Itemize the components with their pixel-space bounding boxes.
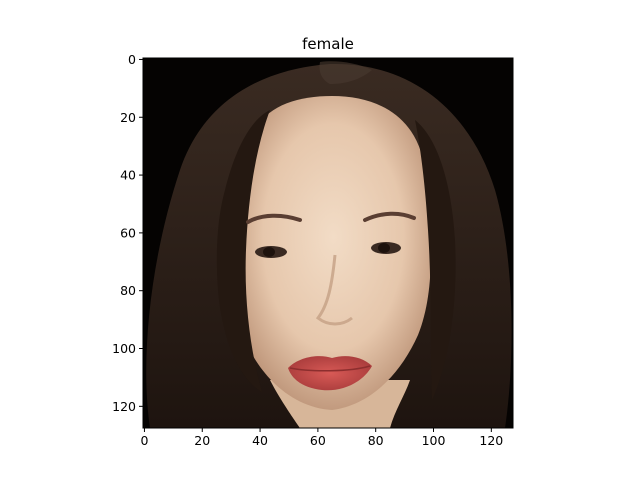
y-tick-label: 0 (128, 52, 136, 67)
lips (288, 356, 372, 391)
nose-shading (315, 254, 353, 326)
lip-line (289, 365, 371, 372)
y-axis: 0 20 40 60 80 100 120 (112, 52, 143, 414)
left-eyebrow (246, 213, 302, 224)
plot-frame (142, 57, 514, 429)
face-shape (235, 96, 431, 410)
y-tick-label: 100 (112, 341, 136, 356)
x-tick-label: 60 (310, 433, 326, 448)
x-tick-label: 40 (252, 433, 268, 448)
y-tick-label: 60 (120, 225, 136, 240)
hair-right-strand (415, 120, 456, 400)
y-tick-label: 20 (120, 110, 136, 125)
right-eyebrow (363, 211, 416, 222)
x-tick-label: 0 (140, 433, 148, 448)
x-tick-label: 120 (479, 433, 503, 448)
y-tick-label: 120 (112, 399, 136, 414)
face-image (143, 58, 513, 428)
chart-title: female (302, 35, 354, 53)
x-tick-label: 100 (422, 433, 446, 448)
x-tick-label: 20 (194, 433, 210, 448)
x-axis: 0 20 40 60 80 100 120 (140, 428, 503, 448)
y-tick-label: 80 (120, 283, 136, 298)
hair-left-strand (216, 110, 270, 392)
right-eye-iris (378, 243, 390, 253)
x-tick-label: 80 (368, 433, 384, 448)
y-tick-label: 40 (120, 168, 136, 183)
left-eye-iris (263, 247, 275, 257)
hair-highlight (319, 61, 372, 84)
